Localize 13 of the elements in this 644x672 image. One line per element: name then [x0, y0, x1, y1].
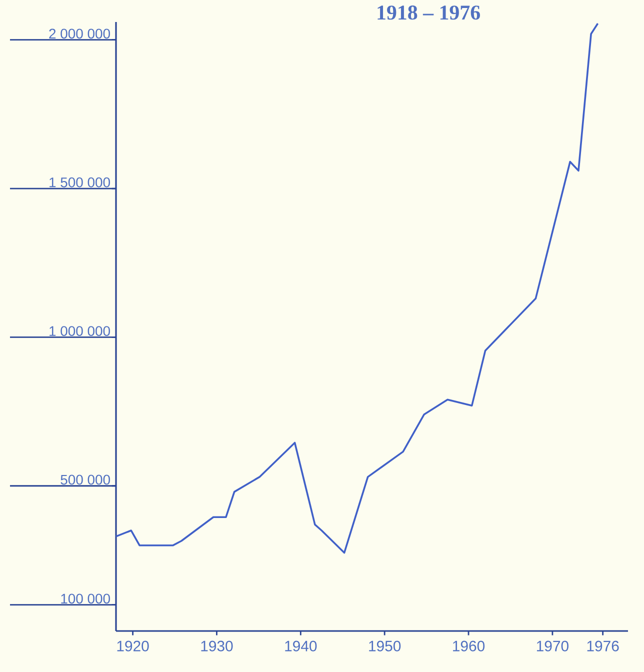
x-tick-label: 1930	[201, 640, 233, 652]
y-tick-label: 1 500 000	[50, 177, 110, 188]
x-tick-label: 1940	[285, 640, 317, 652]
x-tick-label: 1950	[369, 640, 401, 652]
x-tick-label: 1960	[453, 640, 485, 652]
y-tick-label: 100 000	[61, 594, 110, 604]
y-tick-label: 500 000	[60, 474, 110, 485]
y-tick-label: 2 000 000	[49, 28, 110, 39]
x-tick-label: 1920	[117, 640, 149, 652]
chart-title: 1918 – 1976	[378, 6, 480, 20]
x-tick-label: 1976	[587, 640, 619, 652]
y-tick-label: 1 000 000	[50, 326, 110, 336]
x-tick-label: 1970	[536, 640, 568, 652]
